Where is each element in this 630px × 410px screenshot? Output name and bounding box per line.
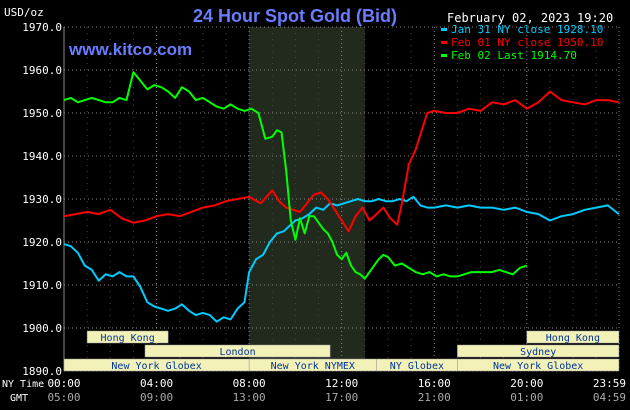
- y-axis-label: USD/oz: [4, 6, 44, 19]
- x-tick-label-gmt: 17:00: [325, 391, 358, 404]
- x-tick-label-gmt: 09:00: [140, 391, 173, 404]
- x-tick-label-gmt: 21:00: [418, 391, 451, 404]
- session-bar: [526, 330, 620, 344]
- session-label: NY Globex: [390, 361, 444, 372]
- x-tick-label-gmt: 04:59: [593, 391, 626, 404]
- legend-swatch-2: [441, 41, 447, 44]
- series-line-1: [63, 195, 620, 323]
- legend-swatch-1: [441, 28, 447, 31]
- session-label: New York Globex: [111, 361, 201, 372]
- y-tick-label: 1890.0: [22, 365, 62, 378]
- legend-swatch-3: [441, 54, 447, 57]
- y-tick-label: 1930.0: [22, 193, 62, 206]
- session-label: Sydney: [520, 347, 556, 358]
- series-lines: [63, 71, 620, 323]
- x-tick-label-gmt: 13:00: [233, 391, 266, 404]
- y-tick-label: 1970.0: [22, 21, 62, 34]
- market-sessions: Hong Kong Hong Kong London Sydney New York G…: [63, 330, 620, 372]
- session-bar: [86, 330, 169, 344]
- chart-timestamp: February 02, 2023 19:20: [447, 11, 613, 25]
- ny-time-row-label: NY Time: [2, 379, 44, 390]
- session-bar: [457, 358, 620, 372]
- kitco-watermark: www.kitco.com: [68, 40, 192, 59]
- legend-entry-3: Feb 02 Last 1914.70: [451, 49, 577, 62]
- chart-title: 24 Hour Spot Gold (Bid): [193, 6, 397, 26]
- x-tick-label-ny: 04:00: [140, 377, 173, 390]
- session-bar: [457, 344, 620, 358]
- y-tick-label: 1950.0: [22, 107, 62, 120]
- session-label: Hong Kong: [546, 333, 600, 344]
- series-line-2: [63, 90, 620, 233]
- session-bar: [144, 344, 331, 358]
- legend-entry-2: Feb 01 NY close 1950.10: [451, 36, 603, 49]
- y-tick-label: 1940.0: [22, 150, 62, 163]
- y-tick-label: 1920.0: [22, 236, 62, 249]
- x-tick-label-ny: 08:00: [233, 377, 266, 390]
- x-tick-label-ny: 23:59: [593, 377, 626, 390]
- y-axis-ticks: 1970.0 1960.0 1950.0 1940.0 1930.0 1920.0 1910…: [22, 21, 62, 378]
- gmt-row-label: GMT: [10, 393, 28, 404]
- session-label: Hong Kong: [101, 333, 155, 344]
- y-tick-label: 1900.0: [22, 322, 62, 335]
- y-tick-label: 1960.0: [22, 64, 62, 77]
- x-tick-label-ny: 16:00: [418, 377, 451, 390]
- session-label: New York NYMEX: [271, 361, 355, 372]
- x-tick-label-ny: 20:00: [510, 377, 543, 390]
- session-label: London: [219, 347, 255, 358]
- legend-entry-1: Jan 31 NY close 1928.10: [451, 23, 603, 36]
- x-tick-label-ny: 12:00: [325, 377, 358, 390]
- x-tick-label-ny: 00:00: [47, 377, 80, 390]
- x-tick-label-gmt: 01:00: [510, 391, 543, 404]
- x-tick-label-gmt: 05:00: [47, 391, 80, 404]
- session-label: New York Globex: [493, 361, 583, 372]
- y-tick-label: 1910.0: [22, 279, 62, 292]
- series-line-3: [63, 71, 528, 280]
- nymex-session-shading: [249, 27, 365, 371]
